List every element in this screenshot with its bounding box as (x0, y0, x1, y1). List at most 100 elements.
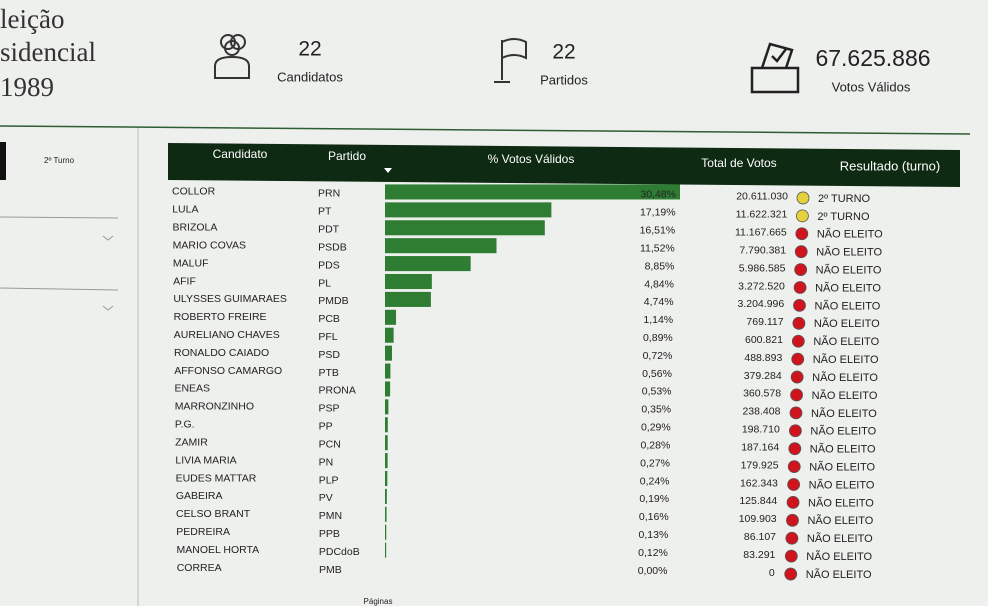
dropdown-chevron[interactable] (102, 235, 114, 241)
pct-label: 8,85% (645, 260, 675, 272)
candidate-name: RONALDO CAIADO (174, 347, 269, 359)
candidate-name: BRIZOLA (172, 222, 217, 234)
pct-label: 0,35% (641, 404, 671, 416)
bar (385, 399, 389, 415)
result: NÃO ELEITO (810, 443, 876, 456)
ballot-icon (750, 42, 800, 94)
candidate-name: ZAMIR (175, 436, 208, 448)
party: PN (319, 456, 334, 468)
result: NÃO ELEITO (807, 532, 873, 545)
candidate-name: AFFONSO CAMARGO (174, 365, 282, 377)
status-dot (787, 460, 801, 473)
column-header[interactable]: % Votos Válidos (488, 152, 575, 166)
party: PRONA (318, 385, 355, 397)
bar (385, 345, 392, 361)
party: PSD (318, 349, 340, 361)
votes: 125.844 (739, 495, 777, 507)
status-dot (791, 352, 805, 366)
votes: 3.272.520 (738, 280, 785, 292)
votes: 769.117 (746, 316, 783, 328)
stat-value: 22 (552, 41, 575, 64)
slicer-line (0, 216, 119, 219)
party: PDS (318, 259, 340, 271)
votes: 488.893 (744, 352, 782, 364)
result: NÃO ELEITO (806, 550, 872, 563)
bar (385, 309, 397, 325)
party: PFL (318, 331, 337, 343)
column-header[interactable]: Partido (328, 149, 366, 163)
party: PPB (319, 528, 340, 540)
status-dot (792, 316, 806, 330)
status-dot (790, 388, 803, 402)
divider (0, 125, 971, 135)
result: NÃO ELEITO (810, 425, 876, 438)
candidate-name: MARRONZINHO (175, 401, 254, 413)
votes: 86.107 (744, 531, 776, 543)
status-dot (784, 567, 798, 581)
votes: 11.167.665 (735, 227, 787, 239)
pct-label: 0,27% (640, 457, 670, 469)
status-dot (789, 406, 803, 420)
title-line: leição (0, 4, 64, 34)
pct-label: 0,24% (640, 475, 670, 487)
votes: 238.408 (742, 406, 780, 418)
status-dot (796, 191, 810, 205)
votes: 379.284 (744, 370, 782, 382)
status-dot (791, 334, 805, 348)
bar (385, 327, 394, 343)
result: NÃO ELEITO (808, 496, 874, 509)
votes: 187.164 (741, 441, 779, 453)
filter-label[interactable]: 2º Turno (44, 156, 75, 165)
party: PDT (318, 224, 340, 236)
result: NÃO ELEITO (814, 317, 880, 330)
votes: 83.291 (743, 549, 775, 561)
votes: 162.343 (740, 477, 778, 489)
column-header[interactable]: Resultado (turno) (840, 158, 940, 173)
candidate-name: MALUF (173, 257, 209, 269)
pct-label: 0,29% (641, 422, 671, 434)
candidate-name: LIVIA MARIA (175, 454, 236, 466)
votes: 5.986.585 (739, 262, 786, 274)
candidate-name: COLLOR (172, 186, 216, 198)
votes: 179.925 (741, 459, 779, 471)
bar (385, 435, 388, 451)
party: PMN (319, 510, 342, 522)
column-header[interactable]: Total de Votos (701, 156, 776, 170)
party: PMDB (318, 295, 348, 307)
status-dot (793, 299, 806, 312)
pct-label: 30,48% (640, 189, 676, 201)
result: NÃO ELEITO (812, 389, 878, 402)
stat-label: Partidos (540, 72, 588, 87)
votes: 109.903 (739, 513, 777, 525)
pages-label[interactable]: Páginas (364, 597, 393, 606)
result: NÃO ELEITO (816, 246, 882, 259)
stat-label: Candidatos (277, 69, 343, 84)
column-header[interactable]: Candidato (213, 147, 268, 161)
title-line: sidencial (0, 37, 96, 67)
party: PP (319, 421, 333, 433)
pct-label: 0,19% (639, 493, 669, 505)
candidate-name: MANOEL HORTA (177, 544, 260, 556)
votes: 198.710 (742, 424, 780, 436)
candidate-name: PEDREIRA (176, 526, 230, 538)
result: NÃO ELEITO (813, 335, 879, 348)
votes: 7.790.381 (739, 244, 786, 256)
party: PMB (319, 564, 342, 576)
votes: 11.622.321 (736, 209, 788, 221)
pct-label: 17,19% (640, 207, 676, 219)
party: PSDB (318, 241, 347, 253)
party: PRN (318, 188, 340, 200)
result: NÃO ELEITO (816, 263, 882, 276)
status-dot (788, 424, 802, 438)
status-dot (786, 513, 799, 527)
result: NÃO ELEITO (815, 281, 881, 294)
result: NÃO ELEITO (807, 514, 873, 527)
result: NÃO ELEITO (817, 228, 883, 241)
status-dot (787, 478, 801, 491)
party: PTB (318, 367, 338, 379)
bar (385, 363, 391, 379)
dropdown-chevron[interactable] (102, 305, 114, 311)
pct-label: 0,89% (643, 332, 673, 344)
